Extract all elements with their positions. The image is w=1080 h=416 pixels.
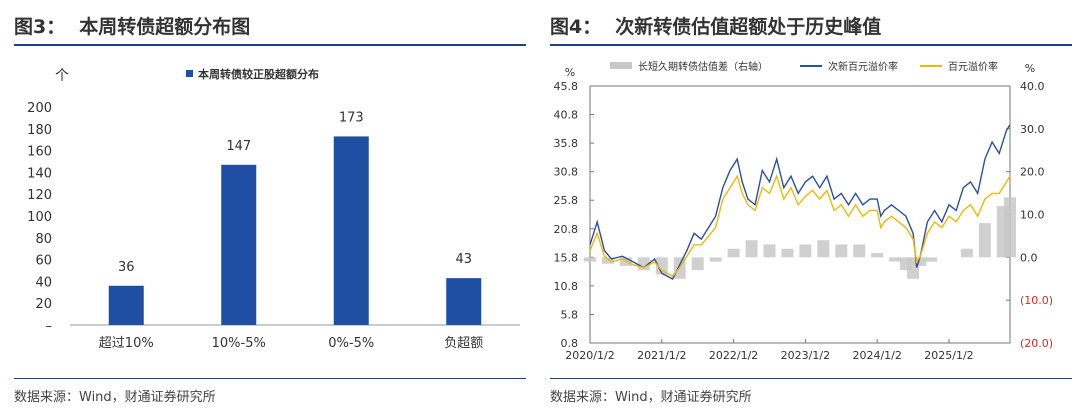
right-tick-label: 10.0 <box>1020 209 1045 222</box>
y-tick-label: – <box>46 319 53 334</box>
y-tick-label: 160 <box>27 145 52 160</box>
figure-4-bottom-rule <box>550 378 1072 379</box>
bar <box>221 164 257 325</box>
spread-bar <box>817 240 830 258</box>
x-tick-label: 2025/1/2 <box>924 349 973 362</box>
left-tick-label: 25.8 <box>554 194 579 207</box>
spread-bar <box>835 244 848 258</box>
y-tick-label: 180 <box>27 123 52 138</box>
legend-swatch <box>186 70 193 77</box>
figure-3-source: 数据来源：Wind，财通证券研究所 <box>14 390 216 405</box>
x-tick-label: 2022/1/2 <box>709 349 758 362</box>
legend-spread-swatch <box>610 62 632 69</box>
figure-3-panel: 图3： 本周转债超额分布图 个 本周转债较正股超额分布 200 180 160 140 120… <box>0 0 536 416</box>
left-tick-label: 40.8 <box>554 109 579 122</box>
left-tick-label: 5.8 <box>561 308 579 321</box>
y-tick-label: 100 <box>27 210 52 225</box>
x-tick-label: 2021/1/2 <box>637 349 686 362</box>
right-tick-label: (20.0) <box>1020 337 1053 350</box>
bar <box>446 278 482 325</box>
spread-bar <box>1004 197 1016 258</box>
plot-frame <box>589 85 1011 344</box>
figure-3-number: 图3： <box>14 16 66 38</box>
spread-bar <box>978 223 991 258</box>
spread-bar <box>584 257 596 262</box>
y-tick-label: 80 <box>35 232 52 247</box>
spread-bar <box>960 248 973 258</box>
x-category-label: 10%-5% <box>212 336 266 351</box>
right-tick-label: 0.0 <box>1020 251 1038 264</box>
left-tick-label: 45.8 <box>554 80 579 93</box>
y-axis-unit: 个 <box>55 68 69 84</box>
left-axis-unit: % <box>565 66 575 79</box>
spread-bar <box>691 257 704 271</box>
left-tick-label: 10.8 <box>554 280 579 293</box>
bar-value-label: 43 <box>455 252 472 267</box>
left-tick-label: 15.8 <box>554 251 579 264</box>
left-tick-label: 0.8 <box>561 337 579 350</box>
figure-3-bottom-rule <box>14 378 526 379</box>
x-tick-label: 2020/1/2 <box>565 349 614 362</box>
bar-value-label: 36 <box>118 260 135 275</box>
spread-bar <box>763 244 776 258</box>
legend-spread-label: 长短久期转债估值差（右轴） <box>638 60 768 73</box>
y-tick-label: 200 <box>27 101 52 116</box>
bar-value-label: 173 <box>339 110 364 125</box>
bar <box>333 136 369 325</box>
figure-4-top-rule <box>550 44 1072 46</box>
x-tick-label: 2024/1/2 <box>852 349 901 362</box>
spread-bar <box>889 257 902 262</box>
figure-4-number: 图4： <box>550 16 602 38</box>
right-tick-label: 30.0 <box>1020 123 1045 136</box>
par-premium-line <box>589 174 1011 278</box>
left-tick-label: 20.8 <box>554 223 579 236</box>
bar-value-label: 147 <box>226 139 251 154</box>
spread-bar <box>601 257 614 264</box>
spread-bar <box>799 244 812 258</box>
right-axis-unit: % <box>1025 62 1035 75</box>
legend-new-issue-label: 次新百元溢价率 <box>828 60 898 73</box>
figure-4-title: 图4： 次新转债估值超额处于历史峰值 <box>550 12 881 39</box>
spread-bar <box>727 248 740 258</box>
spread-bar <box>709 257 722 262</box>
spread-bar <box>871 253 884 258</box>
right-tick-label: 20.0 <box>1020 166 1045 179</box>
figure-4-panel: 图4： 次新转债估值超额处于历史峰值 %% 45.8 40.8 35.8 30.8 25.8… <box>548 0 1080 416</box>
bar-chart: 个 本周转债较正股超额分布 200 180 160 140 120 100 80 60 40 20 – 3… <box>27 67 520 351</box>
figure-3-title: 图3： 本周转债超额分布图 <box>14 12 250 39</box>
right-tick-label: (10.0) <box>1020 294 1053 307</box>
x-category-label: 负超额 <box>444 336 483 351</box>
y-tick-label: 20 <box>35 297 52 312</box>
spread-bar <box>925 257 938 262</box>
y-tick-label: 60 <box>35 254 52 269</box>
figure-3-top-rule <box>14 44 526 46</box>
x-category-label: 超过10% <box>99 336 154 351</box>
figure-4-source: 数据来源：Wind，财通证券研究所 <box>550 390 752 405</box>
x-tick-label: 2023/1/2 <box>781 349 830 362</box>
figure-4-title-text: 次新转债估值超额处于历史峰值 <box>615 16 882 38</box>
legend-par-label: 百元溢价率 <box>948 60 998 73</box>
line-chart: % %45.840.835.830.825.820.815.810.85.80.8… <box>554 60 1054 362</box>
legend-label: 本周转债较正股超额分布 <box>198 67 319 81</box>
bar <box>108 285 144 325</box>
new-issue-premium-line <box>589 124 1011 280</box>
spread-bar <box>853 244 866 258</box>
spread-bar <box>914 257 927 266</box>
figure-3-title-text: 本周转债超额分布图 <box>79 16 251 38</box>
y-tick-label: 120 <box>27 188 52 203</box>
spread-bar <box>655 257 668 275</box>
spread-bar <box>745 240 758 258</box>
spread-bar <box>781 248 794 258</box>
left-tick-label: 35.8 <box>554 137 579 150</box>
left-tick-label: 30.8 <box>554 166 579 179</box>
right-tick-label: 40.0 <box>1020 80 1045 93</box>
y-tick-label: 40 <box>35 275 52 290</box>
y-tick-label: 140 <box>27 166 52 181</box>
x-category-label: 0%-5% <box>328 336 374 351</box>
